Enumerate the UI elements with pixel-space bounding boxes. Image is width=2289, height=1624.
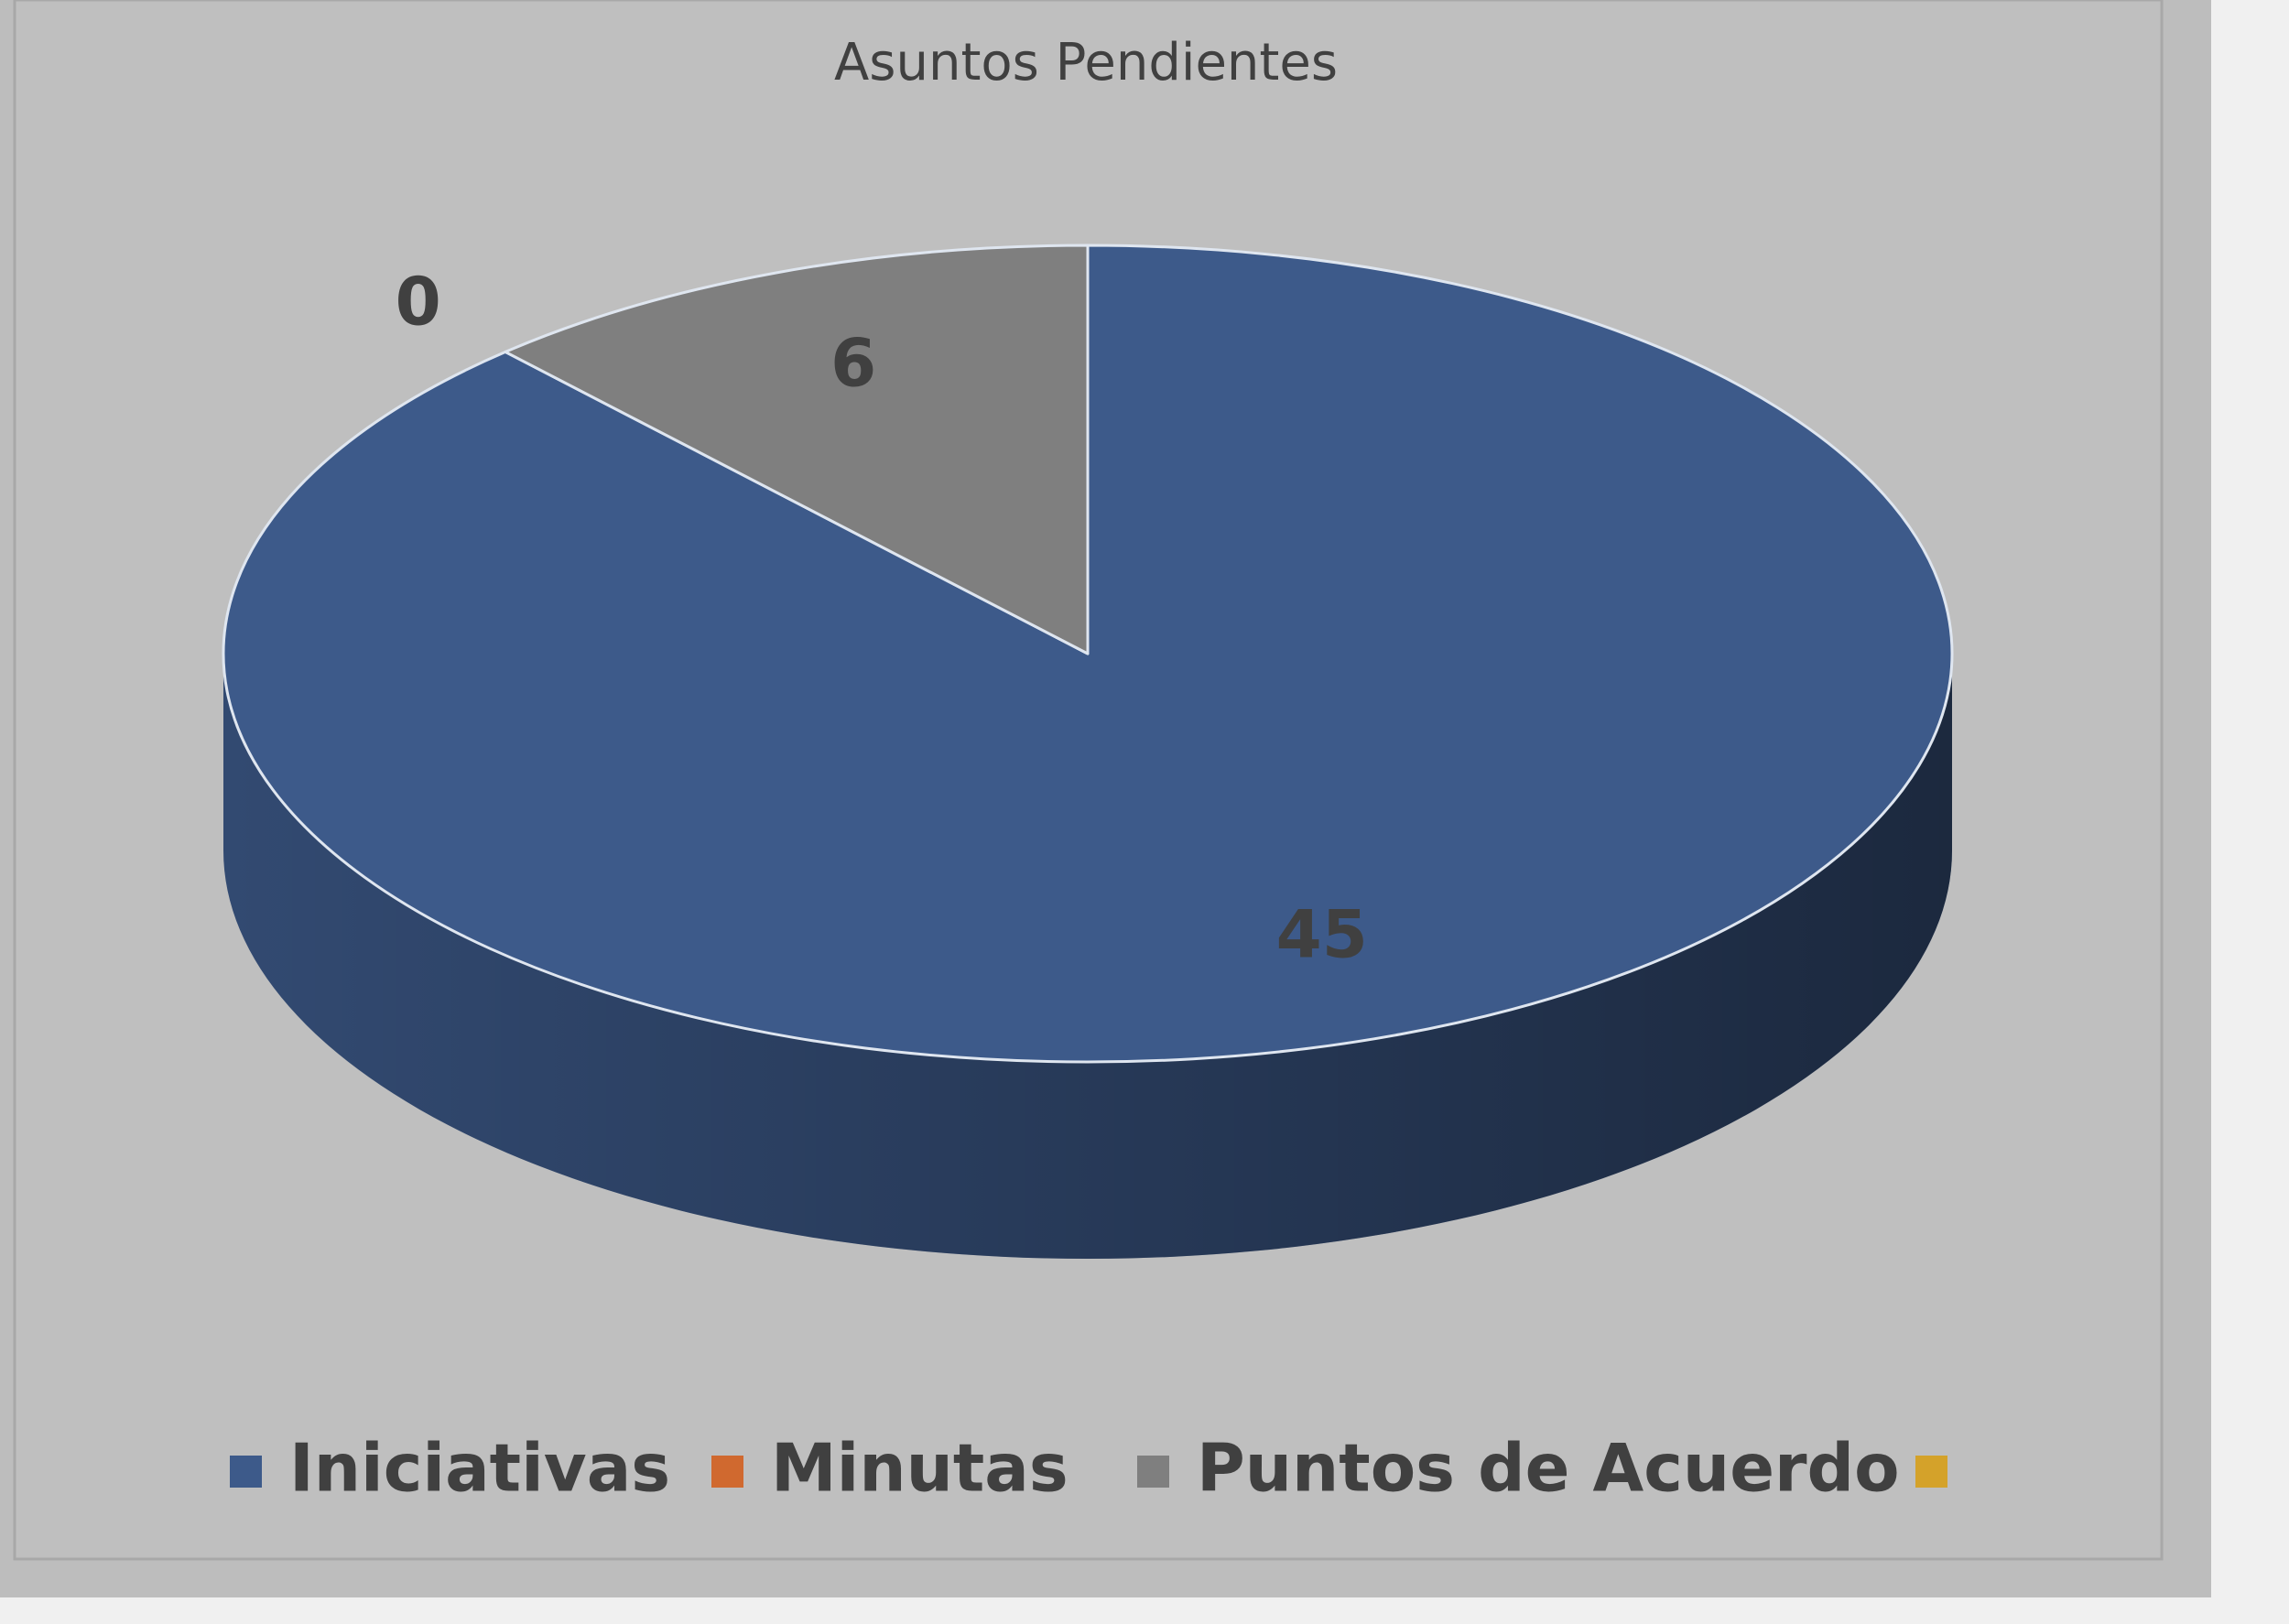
data-label: 0 [396,263,441,340]
legend-marker [1915,1456,1947,1488]
legend-marker [711,1456,743,1488]
data-label: 6 [830,325,876,402]
chart-title: Asuntos Pendientes [834,33,1338,92]
legend-label: Iniciativas [289,1430,670,1507]
legend-marker [230,1456,262,1488]
side-shade [223,654,1952,1259]
legend-marker [1137,1456,1169,1488]
legend-label: Puntos de Acuerdo [1197,1430,1900,1507]
slice [504,244,1090,655]
legend-label: Minutas [771,1430,1069,1507]
data-label: 45 [1276,895,1368,972]
